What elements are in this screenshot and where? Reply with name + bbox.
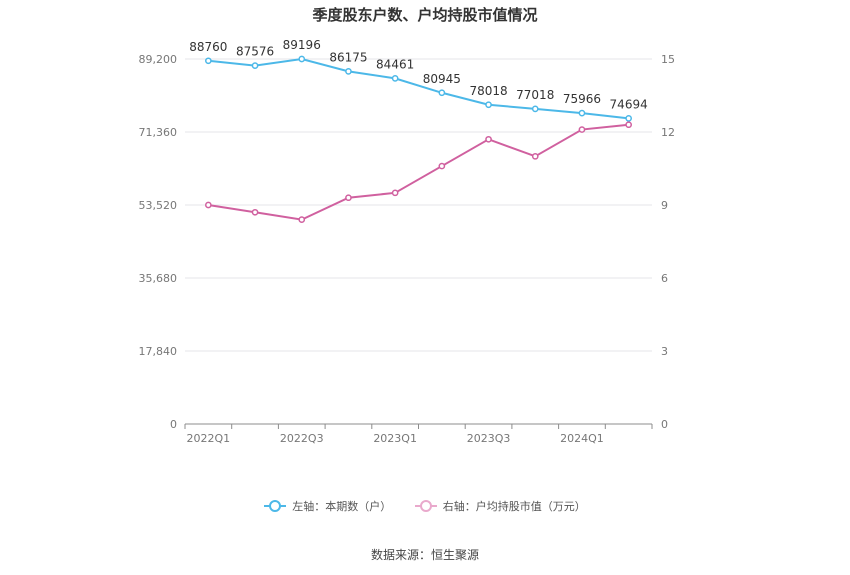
x-tick-label: 2022Q3 [280, 432, 324, 445]
data-label: 86175 [329, 50, 367, 64]
y-left-tick-label: 53,520 [139, 199, 178, 212]
data-point-left [205, 57, 212, 65]
y-left-tick-label: 71,360 [139, 126, 178, 139]
data-point-right [205, 201, 212, 209]
data-point-left [485, 101, 492, 109]
data-label: 89196 [283, 38, 321, 52]
y-right-tick-label: 0 [661, 418, 668, 431]
data-label: 84461 [376, 57, 414, 71]
data-point-right [438, 162, 446, 170]
data-point-right [578, 126, 586, 133]
series-line-right [208, 123, 629, 221]
data-point-left [625, 115, 633, 122]
data-label: 80945 [423, 72, 461, 86]
data-point-left [531, 105, 539, 113]
x-tick-label: 2023Q3 [467, 432, 511, 445]
x-tick-label: 2023Q1 [373, 432, 417, 445]
data-label: 87576 [236, 45, 274, 59]
legend-swatch-right-icon [414, 500, 437, 512]
legend-item-right[interactable]: 右轴：户均持股市值（万元） [414, 498, 586, 514]
data-label: 75966 [563, 92, 601, 106]
data-point-left [391, 75, 399, 82]
data-point-right [625, 121, 633, 129]
series-line-left [208, 57, 629, 120]
data-point-right [298, 216, 306, 223]
data-label: 74694 [610, 97, 648, 111]
chart-legend: 左轴：本期数（户） 右轴：户均持股市值（万元） [0, 498, 850, 515]
data-label: 77018 [516, 88, 554, 102]
y-right-tick-label: 6 [661, 272, 668, 285]
chart-title: 季度股东户数、户均持股市值情况 [312, 6, 538, 24]
y-left-tick-label: 89,200 [139, 53, 178, 66]
data-label: 78018 [469, 84, 507, 98]
data-point-right [485, 135, 492, 143]
data-point-left [578, 109, 586, 117]
y-left-tick-label: 17,840 [139, 345, 178, 358]
y-left-tick-label: 0 [170, 418, 177, 431]
data-point-right [391, 189, 399, 197]
y-left-tick-label: 35,680 [139, 272, 178, 285]
data-point-right [531, 152, 539, 160]
y-right-tick-label: 15 [661, 53, 675, 66]
data-point-left [298, 55, 306, 63]
data-label: 88760 [189, 40, 227, 54]
data-point-right [345, 194, 352, 202]
legend-label-right: 右轴：户均持股市值（万元） [442, 500, 586, 513]
x-tick-label: 2024Q1 [560, 432, 604, 445]
legend-swatch-left-icon [264, 500, 287, 512]
y-right-tick-label: 3 [661, 345, 668, 358]
data-source: 数据来源：恒生聚源 [370, 548, 479, 562]
data-point-right [251, 208, 259, 216]
legend-label-left: 左轴：本期数（户） [292, 500, 392, 513]
legend-item-left[interactable]: 左轴：本期数（户） [264, 498, 391, 514]
data-point-left [251, 62, 259, 69]
data-point-left [345, 68, 352, 75]
data-point-left [438, 89, 446, 97]
x-tick-label: 2022Q1 [187, 432, 231, 445]
y-right-tick-label: 12 [661, 126, 675, 139]
y-right-tick-label: 9 [661, 199, 668, 212]
